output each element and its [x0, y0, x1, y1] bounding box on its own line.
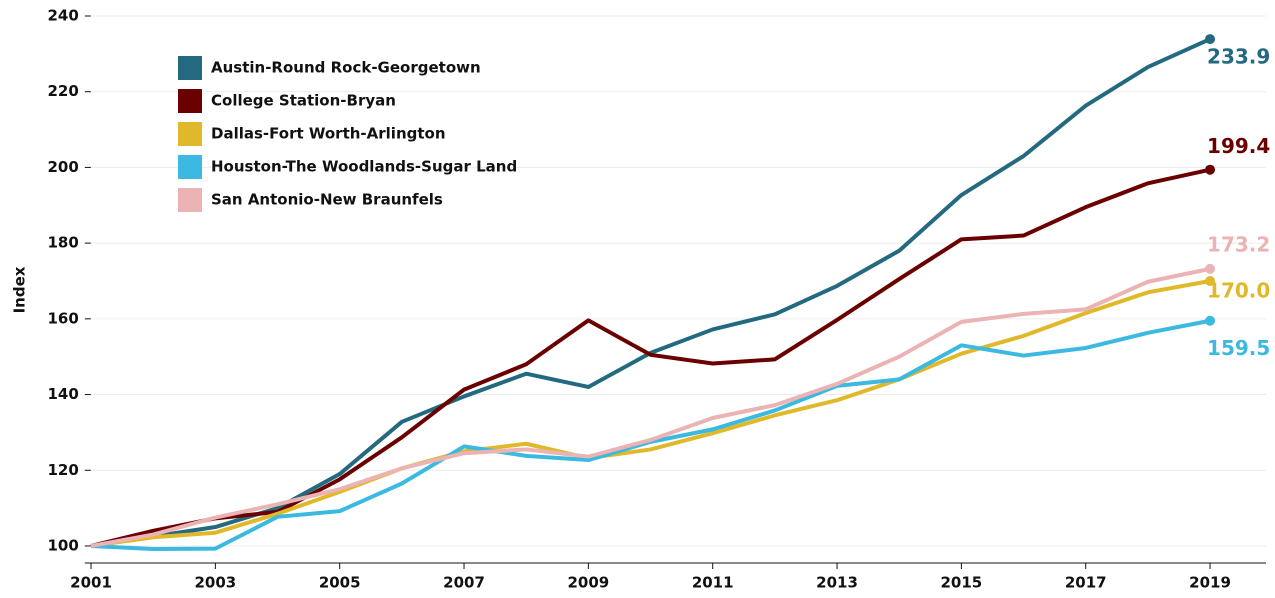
end-label: 173.2 [1207, 232, 1270, 256]
y-tick-label: 220 [47, 82, 78, 100]
x-tick-label: 2009 [567, 574, 609, 592]
y-tick-label: 160 [47, 309, 78, 327]
legend-swatch [178, 155, 202, 179]
x-tick-label: 2007 [443, 574, 485, 592]
legend-label: Dallas-Fort Worth-Arlington [211, 125, 446, 143]
x-tick-label: 2003 [194, 574, 236, 592]
y-tick-label: 100 [47, 536, 78, 554]
end-label: 170.0 [1207, 278, 1270, 302]
end-dot [1205, 263, 1216, 274]
series-line [90, 266, 1211, 548]
legend-label: College Station-Bryan [211, 92, 396, 110]
legend-swatch [178, 56, 202, 80]
end-label: 159.5 [1207, 336, 1270, 360]
legend-label: Houston-The Woodlands-Sugar Land [211, 158, 517, 176]
x-tick-label: 2013 [816, 574, 858, 592]
end-label: 199.4 [1207, 134, 1270, 158]
series-line [90, 167, 1211, 548]
y-tick-label: 140 [47, 385, 78, 403]
end-dot [1205, 34, 1216, 45]
y-tick-label: 120 [47, 461, 78, 479]
series-line [90, 279, 1211, 548]
x-tick-label: 2015 [940, 574, 982, 592]
end-dot [1205, 275, 1216, 286]
y-axis-label: Index [11, 266, 29, 313]
x-tick-label: 2019 [1189, 574, 1231, 592]
end-label: 233.9 [1207, 45, 1270, 69]
y-tick-label: 240 [47, 7, 78, 25]
x-tick-label: 2001 [70, 574, 112, 592]
y-tick-label: 180 [47, 234, 78, 252]
end-dot [1205, 164, 1216, 175]
legend-label: San Antonio-New Braunfels [211, 191, 443, 209]
end-dot [1205, 315, 1216, 326]
legend-swatch [178, 122, 202, 146]
legend-swatch [178, 89, 202, 113]
x-tick-label: 2017 [1065, 574, 1107, 592]
x-tick-label: 2011 [692, 574, 734, 592]
x-tick-label: 2005 [319, 574, 361, 592]
legend-label: Austin-Round Rock-Georgetown [211, 59, 481, 77]
y-tick-label: 200 [47, 158, 78, 176]
legend-swatch [178, 188, 202, 212]
